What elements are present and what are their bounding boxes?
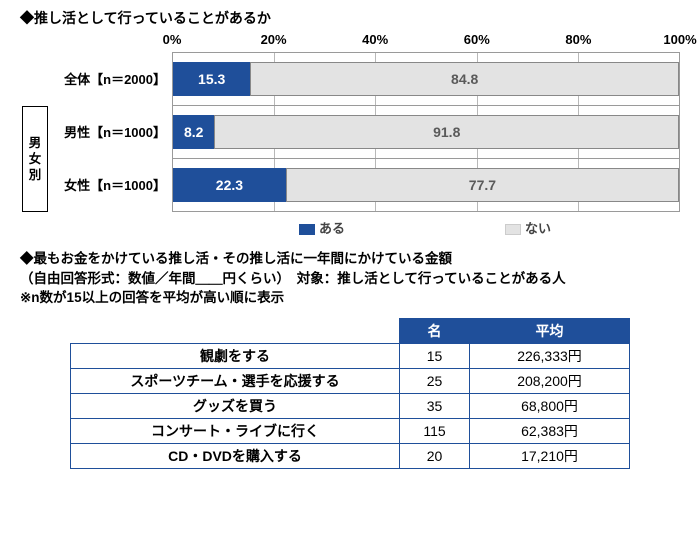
cell-name: スポーツチーム・選手を応援する: [71, 368, 400, 393]
legend-label-no: ない: [525, 221, 551, 236]
cell-count: 115: [400, 418, 470, 443]
table-row: グッズを買う3568,800円: [71, 393, 630, 418]
x-axis: 0%20%40%60%80%100%: [172, 32, 680, 52]
legend-swatch-yes: [299, 224, 315, 235]
table-header-count: 名: [400, 318, 470, 343]
bar-segment-no: 91.8: [214, 115, 679, 149]
cell-avg: 17,210円: [470, 443, 630, 468]
stacked-bar-chart: 男女別 全体【n＝2000】 男性【n＝1000】 女性【n＝1000】 0% 2…: [20, 32, 680, 212]
bar-segment-yes: 15.3: [173, 62, 250, 96]
cell-count: 25: [400, 368, 470, 393]
note-line: （自由回答形式：数値／年間＿＿円くらい） 対象：推し活として行っていることがある…: [20, 269, 680, 289]
cell-count: 20: [400, 443, 470, 468]
row-label: 女性【n＝1000】: [50, 158, 172, 211]
legend-label-yes: ある: [319, 221, 345, 236]
cell-name: グッズを買う: [71, 393, 400, 418]
cell-count: 35: [400, 393, 470, 418]
table-row: コンサート・ライブに行く11562,383円: [71, 418, 630, 443]
cell-name: 観劇をする: [71, 343, 400, 368]
row-label: 男性【n＝1000】: [50, 105, 172, 158]
group-label: 男女別: [22, 106, 48, 212]
axis-tick-label: 20%: [261, 32, 287, 47]
cell-avg: 208,200円: [470, 368, 630, 393]
legend: ある ない: [170, 218, 680, 237]
legend-swatch-no: [505, 224, 521, 235]
axis-tick-label: 60%: [464, 32, 490, 47]
cell-name: CD・DVDを購入する: [71, 443, 400, 468]
table-row: 観劇をする15226,333円: [71, 343, 630, 368]
axis-tick-label: 80%: [565, 32, 591, 47]
table-row: スポーツチーム・選手を応援する25208,200円: [71, 368, 630, 393]
bar-row: 8.291.8: [173, 105, 679, 158]
cell-count: 15: [400, 343, 470, 368]
note-line: ※n数が15以上の回答を平均が高い順に表示: [20, 288, 680, 308]
table-header-avg: 平均: [470, 318, 630, 343]
cell-avg: 68,800円: [470, 393, 630, 418]
note-line: ◆最もお金をかけている推し活・その推し活に一年間にかけている金額: [20, 249, 680, 269]
bar-row: 22.377.7: [173, 158, 679, 211]
chart-title: ◆推し活として行っていることがあるか: [20, 8, 680, 28]
cell-name: コンサート・ライブに行く: [71, 418, 400, 443]
bar-segment-yes: 22.3: [173, 168, 286, 202]
table-header-corner: [71, 318, 400, 343]
bar-row: 15.384.8: [173, 52, 679, 105]
bar-segment-no: 77.7: [286, 168, 679, 202]
table-row: CD・DVDを購入する2017,210円: [71, 443, 630, 468]
row-label: 全体【n＝2000】: [50, 52, 172, 105]
axis-tick-label: 100%: [663, 32, 696, 47]
plot-area: 15.384.88.291.822.377.7: [172, 52, 680, 212]
axis-tick-label: 40%: [362, 32, 388, 47]
spending-table: 名 平均 観劇をする15226,333円スポーツチーム・選手を応援する25208…: [70, 318, 630, 469]
bar-segment-no: 84.8: [250, 62, 679, 96]
cell-avg: 62,383円: [470, 418, 630, 443]
cell-avg: 226,333円: [470, 343, 630, 368]
notes-block: ◆最もお金をかけている推し活・その推し活に一年間にかけている金額 （自由回答形式…: [20, 249, 680, 308]
bar-segment-yes: 8.2: [173, 115, 214, 149]
axis-tick-label: 0%: [163, 32, 182, 47]
